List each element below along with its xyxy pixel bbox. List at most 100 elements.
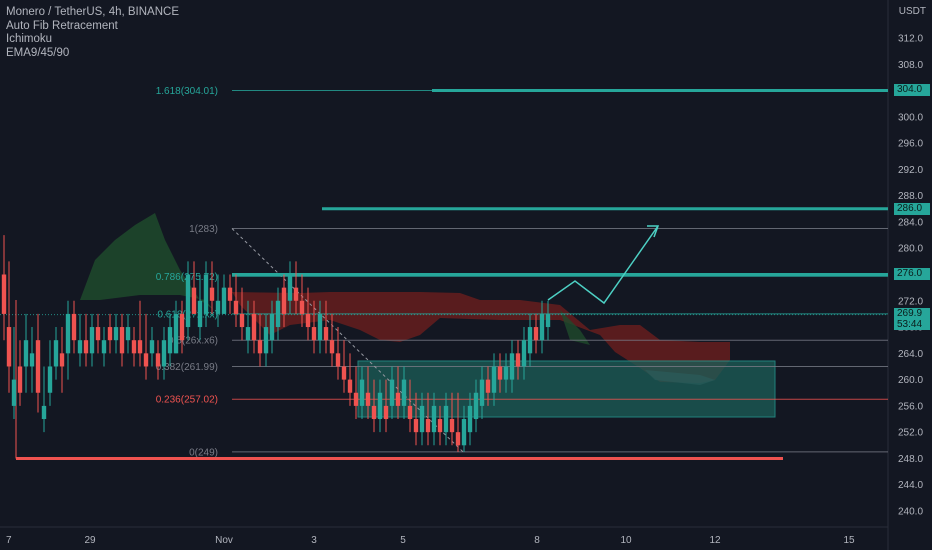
- candle-body: [131, 340, 137, 354]
- candle-body: [359, 379, 365, 406]
- price-tag-304: 304.0: [894, 84, 930, 96]
- currency-label: USDT: [898, 6, 926, 17]
- candle-body: [137, 340, 143, 354]
- candle-body: [29, 353, 35, 367]
- price-tick: 260.0: [898, 375, 923, 386]
- candle-body: [209, 287, 215, 301]
- indicator-fib[interactable]: Auto Fib Retracement: [6, 19, 118, 32]
- candle-body: [173, 313, 179, 354]
- candle-body: [497, 366, 503, 380]
- price-tick: 288.0: [898, 191, 923, 202]
- price-tick: 240.0: [898, 507, 923, 518]
- candle-body: [293, 287, 299, 301]
- time-tick: Nov: [215, 535, 233, 546]
- time-tick: 5: [400, 535, 406, 546]
- price-tick: 256.0: [898, 401, 923, 412]
- candle-body: [77, 340, 83, 354]
- candle-body: [407, 405, 413, 420]
- fib-label: 0.236(257.02): [156, 395, 218, 406]
- candle-body: [485, 379, 491, 393]
- time-tick: 3: [311, 535, 317, 546]
- candle-body: [95, 327, 101, 341]
- candle-body: [125, 327, 131, 341]
- candle-body: [341, 366, 347, 380]
- fib-label: 1.618(304.01): [156, 86, 218, 97]
- candle-body: [23, 340, 29, 367]
- candle-body: [317, 313, 323, 341]
- candle-body: [245, 327, 251, 341]
- candle-body: [491, 366, 497, 393]
- candle-body: [263, 327, 269, 354]
- candle-body: [1, 274, 7, 314]
- candle-body: [185, 274, 191, 328]
- ichimoku-cloud-twist: [560, 310, 590, 345]
- candle-body: [419, 405, 425, 433]
- candle-body: [515, 353, 521, 367]
- candle-body: [371, 405, 377, 420]
- candle-body: [71, 313, 77, 341]
- candle-body: [287, 274, 293, 301]
- candle-body: [191, 287, 197, 314]
- candle-body: [449, 419, 455, 433]
- candle-body: [143, 353, 149, 367]
- candle-body: [227, 287, 233, 301]
- candle-body: [329, 340, 335, 354]
- candle-body: [437, 419, 443, 433]
- price-tick: 296.0: [898, 139, 923, 150]
- fib-label: 0(249): [189, 447, 218, 458]
- projection-arrowhead: [647, 225, 660, 238]
- fib-label: 0.5(26x.x6): [168, 336, 218, 347]
- price-tick: 248.0: [898, 454, 923, 465]
- candle-body: [41, 405, 47, 420]
- candle-body: [179, 313, 185, 341]
- fib-label: 0.382(261.99): [156, 362, 218, 373]
- candle-body: [149, 340, 155, 354]
- candle-body: [269, 313, 275, 341]
- time-tick: 15: [843, 535, 855, 546]
- candle-body: [53, 340, 59, 367]
- candle-body: [365, 392, 371, 406]
- candle-body: [413, 419, 419, 433]
- chart-legend: Monero / TetherUS, 4h, BINANCE Auto Fib …: [6, 6, 179, 60]
- ichimoku-cloud-bull: [80, 213, 214, 310]
- candle-body: [395, 392, 401, 406]
- candle-body: [89, 327, 95, 354]
- candle-body: [35, 340, 41, 393]
- time-tick: 7: [6, 535, 12, 546]
- time-tick: 29: [84, 535, 96, 546]
- candle-body: [275, 300, 281, 328]
- candle-body: [533, 327, 539, 341]
- candle-body: [545, 313, 551, 328]
- price-tag-286: 286.0: [894, 203, 930, 215]
- candle-body: [281, 287, 287, 314]
- candle-body: [113, 327, 119, 341]
- current-price: 269.9: [897, 308, 923, 319]
- candle-body: [311, 327, 317, 341]
- candle-body: [119, 327, 125, 354]
- candle-body: [347, 379, 353, 393]
- candle-body: [161, 340, 167, 367]
- candle-body: [167, 327, 173, 354]
- indicator-ema[interactable]: EMA9/45/90: [6, 46, 70, 59]
- candle-body: [431, 405, 437, 433]
- price-tick: 312.0: [898, 34, 923, 45]
- candle-body: [389, 379, 395, 406]
- candle-body: [233, 300, 239, 314]
- candle-body: [17, 366, 23, 393]
- candle-body: [203, 274, 209, 314]
- symbol-title[interactable]: Monero / TetherUS, 4h, BINANCE: [6, 6, 179, 18]
- price-tick: 292.0: [898, 165, 923, 176]
- candle-body: [65, 313, 71, 354]
- price-tag-276: 276.0: [894, 268, 930, 280]
- candle-body: [455, 432, 461, 446]
- indicator-ichimoku[interactable]: Ichimoku: [6, 33, 53, 45]
- candle-body: [527, 327, 533, 354]
- candle-body: [401, 379, 407, 406]
- price-tick: 300.0: [898, 112, 923, 123]
- candle-body: [509, 353, 515, 380]
- time-tick: 12: [709, 535, 721, 546]
- price-tick: 252.0: [898, 428, 923, 439]
- candle-body: [503, 366, 509, 380]
- candle-body: [521, 340, 527, 367]
